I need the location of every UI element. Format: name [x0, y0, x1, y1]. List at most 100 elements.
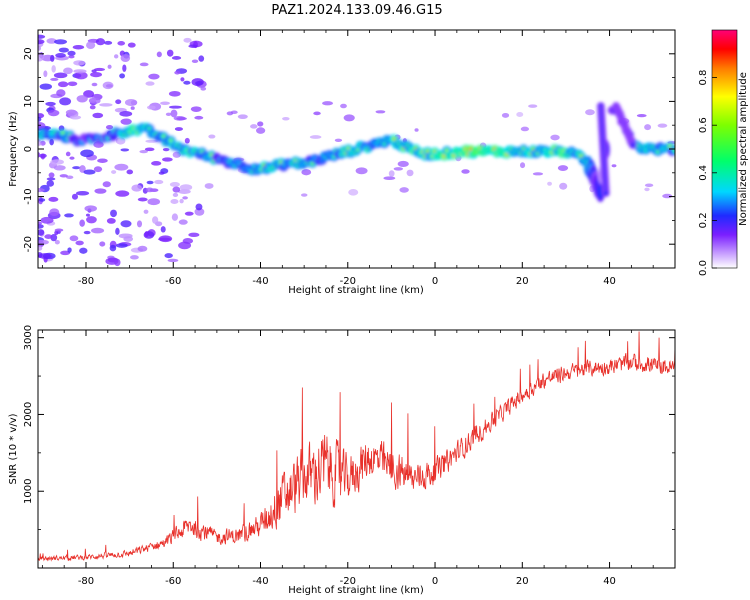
spectrogram-noise-cell [99, 241, 106, 247]
spectrogram-noise-cell [501, 112, 510, 118]
spectrogram-ridge-cell [445, 149, 448, 152]
spectrogram-noise-cell [146, 105, 156, 110]
spectrogram-noise-cell [86, 41, 96, 49]
spectrogram-noise-cell [115, 243, 128, 248]
spectrogram-noise-cell [195, 203, 203, 211]
spectrogram-noise-cell [169, 181, 180, 187]
spectrogram-noise-cell [156, 51, 162, 58]
spectrogram-noise-cell [38, 245, 43, 251]
snr-series-line [38, 331, 675, 562]
spectrogram-noise-cell [146, 180, 154, 185]
spectrogram-noise-cell [48, 172, 55, 178]
spectrogram-noise-cell [160, 101, 170, 105]
spectrogram-noise-cell [257, 121, 264, 127]
spectrogram-noise-cell [144, 231, 149, 238]
snr-ytick-label-0: 1000 [23, 478, 34, 503]
spectrogram-noise-cell [644, 124, 652, 131]
spectrogram-noise-cell [170, 109, 178, 118]
spectrogram-noise-cell [46, 177, 56, 181]
spectrogram-noise-cell [83, 230, 91, 235]
spectrogram-noise-cell [334, 138, 343, 142]
snr-ylabel: SNR (10 * v/v) [8, 413, 19, 484]
spectrogram-noise-cell [375, 110, 386, 114]
spectrogram-xtick-label-1: -60 [165, 276, 181, 287]
spectrogram-noise-cell [47, 109, 60, 117]
spectrogram-noise-cell [137, 197, 148, 202]
spectrogram-xtick-label-6: 40 [603, 276, 616, 287]
spectrogram-noise-cell [67, 50, 76, 56]
spectrogram-noise-cell [38, 142, 42, 146]
spectrogram-noise-cell [50, 159, 64, 165]
snr-xlabel: Height of straight line (km) [288, 585, 424, 596]
spectrogram-noise-cell [110, 209, 117, 218]
colorbar: 0.0 0.2 0.4 0.6 0.8 Normalized spectral ampl… [698, 29, 749, 276]
spectrogram-noise-cell [532, 172, 544, 176]
spectrogram-noise-cell [38, 221, 42, 225]
spectrogram-noise-cell [38, 53, 44, 62]
spectrogram-noise-cell [120, 118, 132, 125]
spectrogram-noise-cell [64, 213, 74, 218]
spectrogram-noise-cell [55, 53, 66, 58]
spectrogram-noise-cell [114, 258, 121, 267]
spectrogram-noise [38, 34, 675, 267]
spectrogram-noise-cell [115, 137, 126, 145]
spectrogram-noise-cell [38, 152, 41, 158]
spectrogram-noise-cell [120, 54, 131, 62]
spectrogram-noise-cell [528, 104, 538, 108]
spectrogram-noise-cell [106, 218, 116, 224]
spectrogram-noise-cell [51, 65, 56, 73]
spectrogram-noise-cell [72, 45, 85, 50]
spectrogram-noise-cell [66, 175, 74, 180]
spectrogram-noise-cell [92, 112, 104, 119]
spectrogram-noise-cell [393, 167, 404, 171]
spectrogram-noise-cell [130, 106, 135, 110]
spectrogram-noise-cell [85, 213, 90, 217]
spectrogram-noise-cell [168, 105, 182, 109]
spectrogram-noise-cell [183, 37, 192, 43]
spectrogram-noise-cell [137, 245, 148, 252]
spectrogram-noise-cell [73, 69, 87, 74]
spectrogram-xtick-label-2: -40 [252, 276, 268, 287]
spectrogram-noise-cell [58, 47, 69, 53]
spectrogram-noise-cell [300, 193, 308, 197]
colorbar-tick-label-4: 0.8 [698, 70, 709, 86]
spectrogram-noise-cell [69, 156, 75, 160]
spectrogram-noise-cell [115, 99, 122, 105]
spectrogram-noise-cell [198, 55, 205, 62]
spectrogram-noise-cell [38, 34, 46, 39]
snr-ytick-label-2: 3000 [23, 325, 34, 350]
spectrogram-noise-cell [145, 187, 154, 193]
spectrogram-noise-cell [657, 123, 668, 128]
spectrogram-noise-cell [170, 199, 179, 205]
spectrogram-noise-cell [95, 38, 106, 46]
spectrogram-noise-cell [127, 42, 136, 48]
spectrogram-noise-cell [107, 64, 112, 69]
spectrogram-noise-cell [46, 38, 57, 44]
colorbar-gradient [711, 29, 738, 269]
snr-axes: -80 -60 -40 -20 0 20 40 1000 2000 3000 [23, 325, 676, 587]
spectrogram-xtick-label-0: -80 [78, 276, 94, 287]
spectrogram-noise-cell [50, 54, 55, 62]
spectrogram-noise-cell [91, 82, 98, 87]
spectrogram-noise-cell [88, 97, 101, 104]
spectrogram-noise-cell [59, 174, 68, 178]
spectrogram-axes: -80 -60 -40 -20 0 20 40 -20 -10 0 10 20 [23, 29, 676, 287]
spectrogram-noise-cell [226, 111, 234, 116]
spectrogram-noise-cell [158, 171, 165, 175]
spectrogram-noise-cell [38, 188, 45, 193]
spectrogram-noise-cell [93, 166, 103, 173]
spectrogram-noise-cell [38, 224, 44, 229]
spectrogram-noise-cell [343, 114, 355, 122]
spectrogram-noise-cell [102, 181, 111, 188]
spectrogram-noise-cell [120, 220, 132, 228]
spectrogram-xtick-label-5: 20 [516, 276, 529, 287]
spectrogram-noise-cell [53, 72, 68, 79]
spectrogram-noise-cell [188, 44, 198, 48]
spectrogram-arc-cell [603, 190, 609, 196]
colorbar-ticks: 0.0 0.2 0.4 0.6 0.8 [698, 70, 717, 276]
spectrogram-noise-cell [322, 101, 334, 106]
spectrogram-noise-cell [188, 232, 200, 238]
spectrogram-noise-cell [139, 62, 149, 67]
spectrogram-noise-cell [123, 236, 134, 242]
spectrogram-noise-cell [164, 253, 173, 259]
